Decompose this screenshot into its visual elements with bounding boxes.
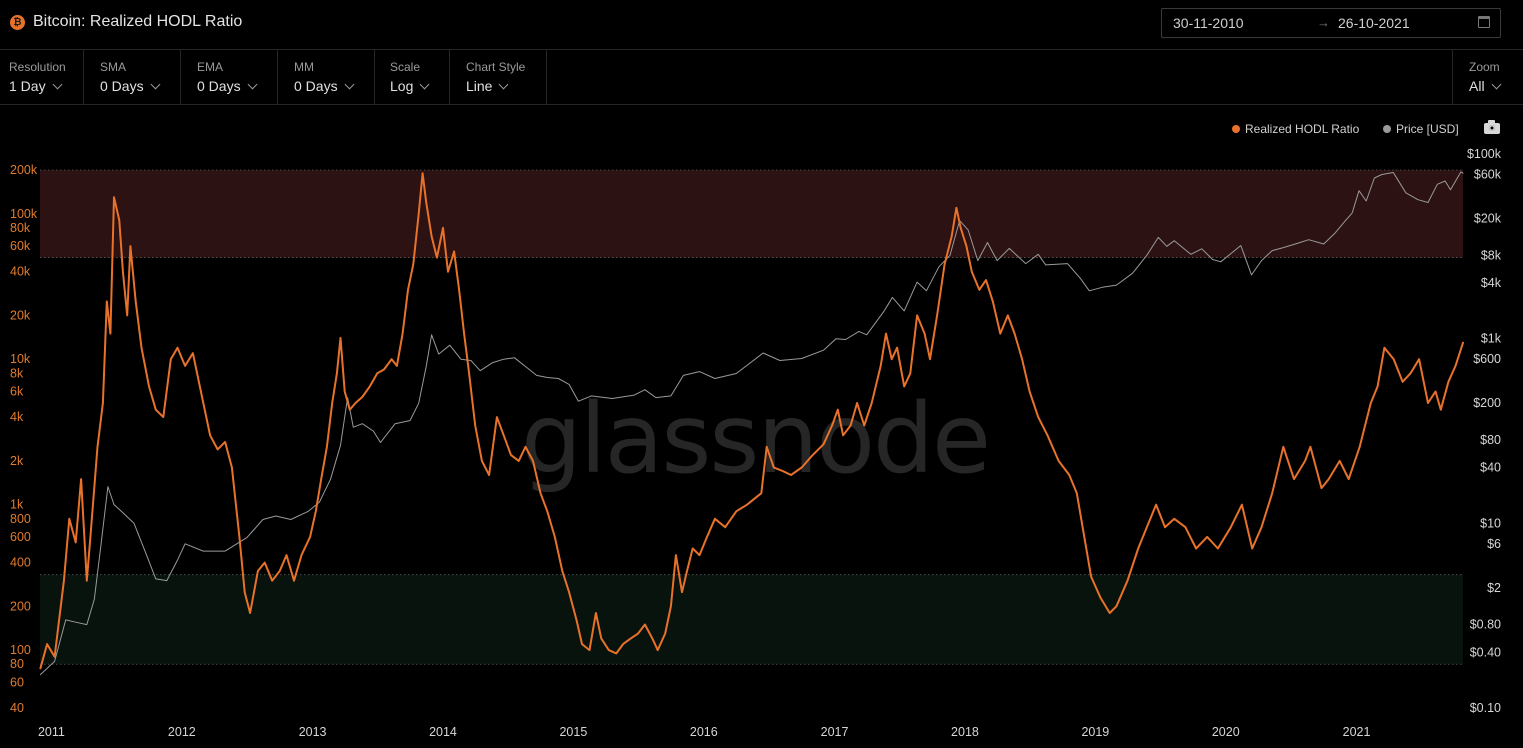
left-tick-label: 80k [10, 221, 31, 235]
sma-dropdown[interactable]: SMA 0 Days [91, 50, 181, 104]
right-tick-label: $8k [1481, 248, 1502, 262]
left-tick-label: 4k [10, 410, 24, 424]
chart-style-label: Chart Style [466, 60, 526, 74]
left-tick-label: 600 [10, 530, 31, 544]
date-start-input[interactable]: 30-11-2010 [1173, 15, 1244, 31]
left-tick-label: 800 [10, 512, 31, 526]
left-tick-label: 200 [10, 599, 31, 613]
bitcoin-icon: ₿ [10, 14, 25, 30]
left-tick-label: 10k [10, 352, 31, 366]
x-tick-label: 2014 [429, 725, 457, 739]
left-tick-label: 60 [10, 675, 24, 689]
chart-toolbar: Resolution 1 Day SMA 0 Days EMA 0 Days M… [0, 50, 1523, 105]
scale-dropdown[interactable]: Scale Log [381, 50, 450, 104]
right-tick-label: $60k [1474, 167, 1502, 181]
x-tick-label: 2018 [951, 725, 979, 739]
right-tick-label: $0.80 [1470, 618, 1501, 632]
scale-value[interactable]: Log [390, 78, 430, 94]
legend-item-price[interactable]: Price [USD] [1383, 122, 1459, 136]
ema-label: EMA [197, 60, 224, 74]
resolution-label: Resolution [9, 60, 66, 74]
right-tick-label: $80 [1480, 433, 1501, 447]
legend-label-hodl: Realized HODL Ratio [1245, 122, 1360, 136]
right-axis: $0.10 $0.40 $0.80 $2 $6 $10 $40 $80 $200 $600 $1k $… [1467, 147, 1502, 715]
x-tick-label: 2013 [299, 725, 327, 739]
x-tick-label: 2015 [559, 725, 587, 739]
x-tick-label: 2020 [1212, 725, 1240, 739]
band-upper [40, 170, 1463, 258]
date-range-picker[interactable]: 30-11-2010 → 26-10-2021 [1161, 8, 1501, 38]
left-tick-label: 100 [10, 643, 31, 657]
x-tick-label: 2016 [690, 725, 718, 739]
right-tick-label: $1k [1481, 332, 1502, 346]
chart-header: ₿ Bitcoin: Realized HODL Ratio 30-11-201… [0, 0, 1523, 50]
left-tick-label: 200k [10, 163, 38, 177]
right-tick-label: $4k [1481, 276, 1502, 290]
legend-dot-price [1383, 125, 1391, 133]
right-tick-label: $0.10 [1470, 701, 1501, 715]
left-tick-label: 40 [10, 701, 24, 715]
ema-value[interactable]: 0 Days [197, 78, 258, 94]
left-tick-label: 6k [10, 384, 24, 398]
arrow-right-icon: → [1317, 15, 1330, 30]
watermark: glassnode [521, 383, 989, 495]
right-tick-label: $600 [1473, 352, 1501, 366]
right-tick-label: $100k [1467, 147, 1502, 161]
ema-dropdown[interactable]: EMA 0 Days [188, 50, 278, 104]
series-price-usd-line [39, 171, 1464, 676]
mm-dropdown[interactable]: MM 0 Days [285, 50, 375, 104]
scale-label: Scale [390, 60, 421, 74]
mm-value[interactable]: 0 Days [294, 78, 355, 94]
bands-layer [40, 169, 1463, 665]
band-lower [40, 574, 1463, 665]
left-tick-label: 400 [10, 556, 31, 570]
x-tick-label: 2019 [1081, 725, 1109, 739]
resolution-value[interactable]: 1 Day [9, 78, 63, 94]
chart-style-value[interactable]: Line [466, 78, 509, 94]
left-tick-label: 8k [10, 366, 24, 380]
right-tick-label: $6 [1487, 537, 1501, 551]
zoom-dropdown[interactable]: Zoom All [1452, 50, 1523, 104]
date-end-input[interactable]: 26-10-2021 [1338, 15, 1410, 31]
chart-title: Bitcoin: Realized HODL Ratio [33, 13, 243, 30]
title-group: ₿ Bitcoin: Realized HODL Ratio [10, 13, 242, 31]
x-axis: 2011 2012 2013 2014 2015 2016 2017 2018 2019 2020… [38, 725, 1370, 739]
camera-icon[interactable] [1484, 120, 1500, 134]
chart-style-dropdown[interactable]: Chart Style Line [457, 50, 547, 104]
right-tick-label: $0.40 [1470, 645, 1501, 659]
sma-value[interactable]: 0 Days [100, 78, 161, 94]
series-realized-hodl-ratio-line [39, 172, 1464, 670]
left-tick-label: 100k [10, 207, 38, 221]
right-tick-label: $200 [1473, 396, 1501, 410]
legend-item-hodl[interactable]: Realized HODL Ratio [1232, 122, 1359, 136]
zoom-value[interactable]: All [1469, 78, 1502, 94]
x-tick-label: 2011 [38, 725, 65, 739]
left-tick-label: 80 [10, 657, 24, 671]
legend-label-price: Price [USD] [1396, 122, 1459, 136]
right-tick-label: $10 [1480, 516, 1501, 530]
series-layer [39, 171, 1464, 676]
calendar-icon[interactable] [1478, 16, 1490, 28]
right-tick-label: $40 [1480, 461, 1501, 475]
left-tick-label: 1k [10, 498, 24, 512]
right-tick-label: $20k [1474, 212, 1502, 226]
left-tick-label: 2k [10, 454, 24, 468]
left-tick-label: 60k [10, 239, 31, 253]
mm-label: MM [294, 60, 314, 74]
x-tick-label: 2017 [821, 725, 849, 739]
left-tick-label: 40k [10, 265, 31, 279]
zoom-label: Zoom [1469, 60, 1500, 74]
sma-label: SMA [100, 60, 127, 74]
resolution-dropdown[interactable]: Resolution 1 Day [0, 50, 84, 104]
left-tick-label: 20k [10, 308, 31, 322]
x-tick-label: 2012 [168, 725, 196, 739]
right-tick-label: $2 [1487, 581, 1501, 595]
x-tick-label: 2021 [1343, 725, 1371, 739]
legend-dot-hodl [1232, 125, 1240, 133]
